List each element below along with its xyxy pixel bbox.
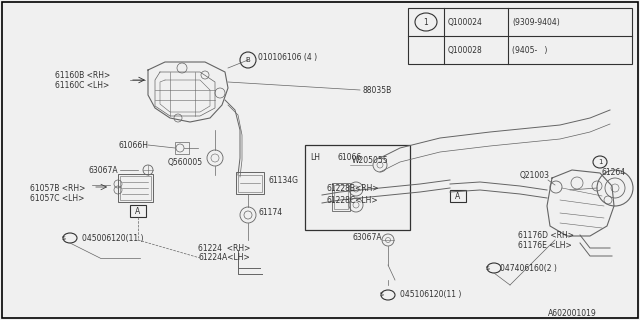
Text: 61174: 61174 bbox=[258, 207, 282, 217]
Text: 61264: 61264 bbox=[602, 167, 626, 177]
Text: 1: 1 bbox=[424, 18, 428, 27]
Text: S: S bbox=[62, 236, 66, 241]
Text: 61066H: 61066H bbox=[118, 140, 148, 149]
Text: 63067A: 63067A bbox=[352, 233, 381, 242]
Text: 61224  <RH>: 61224 <RH> bbox=[198, 244, 250, 252]
Text: Q100024: Q100024 bbox=[448, 18, 483, 27]
Text: (9405-   ): (9405- ) bbox=[512, 45, 547, 54]
Text: 61224A<LH>: 61224A<LH> bbox=[198, 253, 250, 262]
Text: 61176D <RH>: 61176D <RH> bbox=[518, 230, 574, 239]
Text: A602001019: A602001019 bbox=[548, 308, 596, 317]
Text: 045006120(11 ): 045006120(11 ) bbox=[82, 234, 143, 243]
Text: 010106106 (4 ): 010106106 (4 ) bbox=[258, 52, 317, 61]
Text: B: B bbox=[246, 57, 250, 63]
Text: 88035B: 88035B bbox=[362, 85, 391, 94]
Text: S: S bbox=[486, 266, 490, 270]
Text: S: S bbox=[380, 292, 384, 298]
Text: 61160C <LH>: 61160C <LH> bbox=[55, 81, 109, 90]
Text: 61176E <LH>: 61176E <LH> bbox=[518, 241, 572, 250]
Text: A: A bbox=[456, 191, 461, 201]
Text: 045106120(11 ): 045106120(11 ) bbox=[400, 291, 461, 300]
Text: 047406160(2 ): 047406160(2 ) bbox=[500, 263, 557, 273]
Text: 1: 1 bbox=[598, 159, 602, 165]
Text: 61228C<LH>: 61228C<LH> bbox=[326, 196, 378, 204]
Text: LH: LH bbox=[310, 153, 320, 162]
Text: 61160B <RH>: 61160B <RH> bbox=[55, 70, 110, 79]
Text: 63067A: 63067A bbox=[88, 165, 118, 174]
Text: Q100028: Q100028 bbox=[448, 45, 483, 54]
Text: 61066: 61066 bbox=[337, 153, 361, 162]
Text: 61228B<RH>: 61228B<RH> bbox=[326, 183, 379, 193]
Text: 61134G: 61134G bbox=[268, 175, 298, 185]
Text: Q21003: Q21003 bbox=[520, 171, 550, 180]
Text: A: A bbox=[136, 206, 141, 215]
Text: 61057B <RH>: 61057B <RH> bbox=[30, 183, 85, 193]
Text: W205055: W205055 bbox=[352, 156, 388, 164]
Text: (9309-9404): (9309-9404) bbox=[512, 18, 560, 27]
Text: Q560005: Q560005 bbox=[168, 157, 203, 166]
Text: 61057C <LH>: 61057C <LH> bbox=[30, 194, 84, 203]
